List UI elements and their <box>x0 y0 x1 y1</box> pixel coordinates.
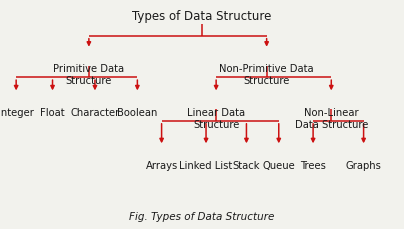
Text: Queue: Queue <box>262 160 295 170</box>
Text: Linked List: Linked List <box>179 160 233 170</box>
Text: Non-Linear
Data Structure: Non-Linear Data Structure <box>295 108 368 129</box>
Text: Float: Float <box>40 108 65 117</box>
Text: Linear Data
Structure: Linear Data Structure <box>187 108 245 129</box>
Text: Boolean: Boolean <box>117 108 158 117</box>
Text: Fig. Types of Data Structure: Fig. Types of Data Structure <box>129 211 275 221</box>
Text: Primitive Data
Structure: Primitive Data Structure <box>53 64 124 86</box>
Text: Stack: Stack <box>233 160 260 170</box>
Text: Non-Primitive Data
Structure: Non-Primitive Data Structure <box>219 64 314 86</box>
Text: Types of Data Structure: Types of Data Structure <box>133 10 271 23</box>
Text: Integer: Integer <box>0 108 34 117</box>
Text: Trees: Trees <box>300 160 326 170</box>
Text: Graphs: Graphs <box>346 160 381 170</box>
Text: Character: Character <box>70 108 120 117</box>
Text: Arrays: Arrays <box>145 160 178 170</box>
